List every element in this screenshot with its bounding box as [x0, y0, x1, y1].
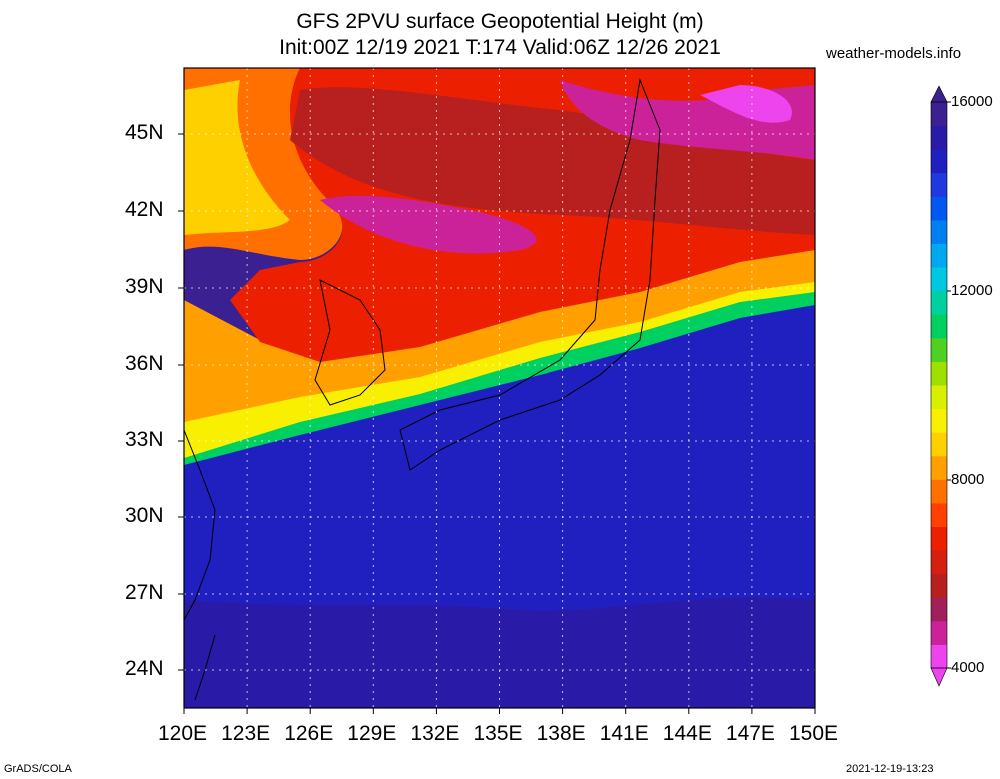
longitude-label: 141E	[599, 722, 649, 745]
credit-text: weather-models.info	[826, 45, 962, 62]
colorbar-swatch	[931, 455, 947, 480]
colorbar-swatch	[931, 337, 947, 362]
graticule	[184, 68, 815, 708]
longitude-label: 150E	[789, 722, 839, 745]
colorbar-swatch	[931, 550, 947, 575]
colorbar-swatch	[931, 526, 947, 551]
colorbar-swatch	[931, 196, 947, 221]
latitude-label: 24N	[125, 657, 164, 680]
colorbar-swatch	[931, 597, 947, 622]
latitude-label: 33N	[125, 428, 164, 451]
longitude-label: 126E	[284, 722, 334, 745]
colorbar-swatch	[931, 361, 947, 386]
colorbar-swatch	[931, 125, 947, 150]
colorbar-label: 8000	[951, 471, 985, 488]
latitude-label: 27N	[125, 581, 164, 604]
colorbar-swatch	[931, 408, 947, 433]
footer-timestamp: 2021-12-19-13:23	[846, 763, 934, 775]
colorbar	[930, 85, 951, 687]
colorbar-label: 12000	[951, 282, 993, 299]
colorbar-swatch	[931, 432, 947, 457]
latitude-label: 39N	[125, 275, 164, 298]
footer-left: GrADS/COLA	[4, 763, 72, 775]
coastline-japan	[399, 78, 661, 471]
colorbar-swatch	[931, 290, 947, 315]
axis-ticks	[178, 133, 816, 714]
field-darkred	[290, 87, 815, 236]
latitude-label: 36N	[125, 352, 164, 375]
colorbar-label: 4000	[951, 659, 985, 676]
colorbar-swatch	[931, 243, 947, 268]
coastline-korea	[314, 279, 386, 406]
longitude-label: 132E	[410, 722, 460, 745]
colorbar-swatch	[931, 314, 947, 339]
colorbar-swatch	[931, 573, 947, 598]
longitude-label: 135E	[473, 722, 523, 745]
colorbar-min-arrow	[930, 667, 948, 687]
coastline-china	[184, 429, 216, 621]
colorbar-swatch	[931, 149, 947, 174]
longitude-label: 147E	[725, 722, 775, 745]
field-jet-core	[184, 80, 290, 235]
longitude-label: 129E	[347, 722, 397, 745]
height-field	[184, 68, 815, 708]
latitude-label: 42N	[125, 198, 164, 221]
colorbar-label: 16000	[951, 93, 993, 110]
latitude-label: 45N	[125, 121, 164, 144]
colorbar-swatch	[931, 385, 947, 410]
longitude-label: 138E	[536, 722, 586, 745]
colorbar-swatch	[931, 479, 947, 504]
map-subtitle: Init:00Z 12/19 2021 T:174 Valid:06Z 12/2…	[279, 36, 721, 59]
colorbar-swatch	[931, 620, 947, 645]
colorbar-swatch	[931, 172, 947, 197]
colorbar-swatch	[931, 102, 947, 127]
colorbar-swatch	[931, 219, 947, 244]
longitude-label: 123E	[221, 722, 271, 745]
colorbar-frame	[930, 101, 948, 669]
colorbar-swatch	[931, 267, 947, 292]
latitude-label: 30N	[125, 504, 164, 527]
field-blue	[184, 300, 815, 700]
colorbar-swatch	[931, 502, 947, 527]
map-title: GFS 2PVU surface Geopotential Height (m)	[296, 10, 704, 33]
longitude-label: 120E	[158, 722, 208, 745]
colorbar-max-arrow	[930, 85, 948, 103]
longitude-label: 144E	[662, 722, 712, 745]
field-magenta-west	[320, 195, 537, 254]
field-magenta-core	[700, 85, 792, 123]
colorbar-swatch	[931, 644, 947, 669]
field-blue-south	[184, 597, 815, 708]
